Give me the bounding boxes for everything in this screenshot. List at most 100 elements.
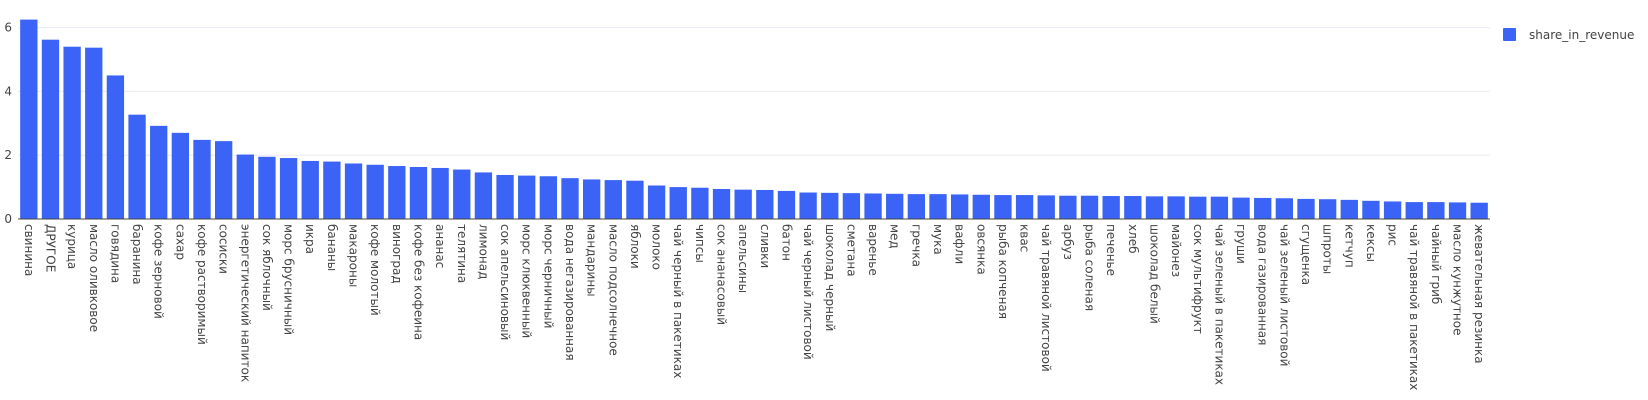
- bar[interactable]: [886, 193, 904, 219]
- x-tick-label: курица: [65, 224, 79, 269]
- bar[interactable]: [777, 190, 796, 219]
- y-tick-label: 0: [4, 212, 12, 226]
- bar[interactable]: [1254, 197, 1272, 219]
- x-tick-label: икра: [303, 224, 317, 254]
- bar[interactable]: [582, 179, 601, 219]
- bar[interactable]: [1102, 196, 1120, 219]
- bar[interactable]: [409, 166, 428, 219]
- x-tick-label: шоколад черный: [823, 224, 837, 331]
- x-tick-label: кофе растворимый: [195, 224, 209, 345]
- y-tick-label: 4: [4, 84, 12, 98]
- bar[interactable]: [604, 180, 622, 219]
- x-tick-label: рыба соленая: [1083, 224, 1097, 311]
- x-tick-label: мандарины: [585, 224, 599, 297]
- bar[interactable]: [431, 167, 449, 219]
- x-tick-label: чипсы: [693, 224, 707, 263]
- bar[interactable]: [258, 156, 276, 219]
- bar[interactable]: [301, 160, 319, 219]
- bar[interactable]: [128, 114, 146, 219]
- x-tick-label: вафли: [953, 224, 967, 264]
- bar[interactable]: [1080, 195, 1099, 219]
- x-tick-label: груши: [1234, 224, 1248, 264]
- x-tick-label: кофе молотый: [368, 224, 382, 316]
- axes: 0 2 4 6 свинина ДРУГОЕ курица масло оливковое го…: [4, 21, 1490, 390]
- bar[interactable]: [518, 175, 536, 219]
- x-tick-label: чай зеленый в пакетиках: [1212, 224, 1226, 385]
- bar[interactable]: [1037, 195, 1055, 219]
- bar[interactable]: [1340, 199, 1358, 219]
- bar[interactable]: [1448, 202, 1467, 219]
- bar[interactable]: [972, 194, 990, 219]
- bar[interactable]: [842, 193, 861, 219]
- bar[interactable]: [994, 195, 1012, 219]
- bar[interactable]: [496, 174, 514, 219]
- bar[interactable]: [821, 192, 839, 219]
- x-tick-label: масло оливковое: [87, 224, 101, 332]
- x-tick-label: рыба копченая: [996, 224, 1010, 319]
- bar[interactable]: [236, 154, 254, 219]
- bar[interactable]: [106, 75, 125, 219]
- bar[interactable]: [1318, 199, 1337, 219]
- bar[interactable]: [344, 163, 363, 219]
- x-tick-label: лимонад: [476, 224, 490, 279]
- bar[interactable]: [1383, 201, 1402, 219]
- x-tick-label: сок апельсиновый: [498, 224, 512, 340]
- bar[interactable]: [950, 194, 969, 219]
- bar[interactable]: [1297, 198, 1315, 219]
- x-tick-label: чай травяной листовой: [1039, 224, 1053, 372]
- bar[interactable]: [691, 187, 709, 219]
- bar[interactable]: [1015, 195, 1034, 219]
- bar[interactable]: [669, 187, 687, 219]
- bar[interactable]: [1189, 196, 1207, 219]
- x-tick-label: мед: [888, 224, 902, 249]
- bars: [20, 19, 1488, 220]
- bar[interactable]: [1059, 195, 1077, 219]
- x-tick-label: морс брусничный: [282, 224, 296, 335]
- bar[interactable]: [474, 172, 493, 219]
- bar[interactable]: [799, 192, 817, 219]
- x-tick-label: масло кунжутное: [1451, 224, 1465, 336]
- bar[interactable]: [1167, 196, 1185, 219]
- bar[interactable]: [1124, 196, 1142, 219]
- bar[interactable]: [453, 169, 471, 219]
- x-tick-label: свинина: [22, 224, 36, 276]
- bar[interactable]: [561, 178, 579, 219]
- bar[interactable]: [864, 193, 882, 219]
- x-tick-label: чай черный листовой: [801, 224, 815, 360]
- bar[interactable]: [1470, 202, 1488, 219]
- x-tick-label: баранина: [130, 224, 144, 285]
- bar[interactable]: [1362, 200, 1380, 219]
- x-tick-label: варенье: [866, 224, 880, 276]
- bar[interactable]: [1210, 196, 1229, 219]
- bar[interactable]: [214, 141, 233, 219]
- bar[interactable]: [366, 164, 384, 219]
- bar[interactable]: [929, 194, 947, 219]
- bar[interactable]: [63, 46, 81, 219]
- x-tick-label: чай травяной в пакетиках: [1407, 224, 1421, 390]
- bar[interactable]: [626, 180, 644, 219]
- bar[interactable]: [323, 161, 341, 219]
- bar[interactable]: [171, 132, 190, 219]
- bar[interactable]: [150, 125, 168, 219]
- legend[interactable]: share_in_revenue: [1503, 28, 1634, 42]
- bar[interactable]: [734, 189, 752, 219]
- x-tick-label: сосиски: [217, 224, 231, 274]
- x-tick-label: кексы: [1364, 224, 1378, 262]
- bar[interactable]: [1427, 202, 1445, 219]
- bar[interactable]: [41, 39, 60, 219]
- bar[interactable]: [1232, 197, 1250, 219]
- bar[interactable]: [1405, 202, 1423, 219]
- bar[interactable]: [279, 158, 298, 219]
- bar[interactable]: [539, 176, 558, 219]
- bar[interactable]: [20, 19, 38, 219]
- bar[interactable]: [1275, 198, 1294, 219]
- bar[interactable]: [756, 189, 774, 219]
- bar[interactable]: [712, 189, 731, 219]
- x-tick-label: макароны: [347, 224, 361, 287]
- bar[interactable]: [388, 166, 406, 219]
- bar[interactable]: [1145, 196, 1164, 219]
- bar[interactable]: [85, 47, 103, 219]
- bar[interactable]: [907, 194, 926, 219]
- bar[interactable]: [647, 185, 666, 220]
- bar[interactable]: [193, 139, 211, 219]
